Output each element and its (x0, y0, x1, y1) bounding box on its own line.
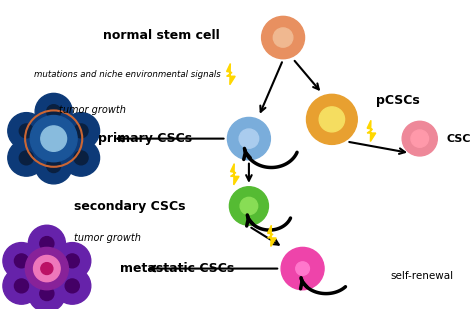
Text: metastatic CSCs: metastatic CSCs (120, 262, 234, 275)
Circle shape (411, 130, 428, 147)
Circle shape (319, 107, 345, 132)
Circle shape (273, 28, 293, 47)
Circle shape (46, 105, 61, 119)
Circle shape (240, 197, 258, 215)
Circle shape (54, 243, 91, 279)
Circle shape (307, 94, 357, 144)
Circle shape (19, 124, 33, 138)
Text: tumor growth: tumor growth (59, 105, 126, 115)
Circle shape (8, 112, 45, 149)
Circle shape (14, 254, 28, 268)
Circle shape (41, 263, 53, 274)
Circle shape (65, 279, 79, 293)
Circle shape (30, 116, 77, 162)
Circle shape (281, 248, 324, 290)
Circle shape (26, 248, 68, 290)
Circle shape (65, 254, 79, 268)
Circle shape (35, 147, 72, 184)
Circle shape (63, 112, 100, 149)
Circle shape (54, 268, 91, 304)
Circle shape (28, 275, 65, 309)
Circle shape (40, 287, 54, 301)
Circle shape (41, 126, 66, 151)
Text: CSC: CSC (446, 133, 471, 144)
Circle shape (229, 187, 268, 225)
Circle shape (74, 124, 88, 138)
Text: normal stem cell: normal stem cell (103, 29, 219, 42)
Circle shape (40, 237, 54, 251)
Circle shape (3, 268, 40, 304)
Polygon shape (367, 120, 376, 142)
Text: mutations and niche environmental signals: mutations and niche environmental signal… (34, 70, 220, 78)
Circle shape (34, 256, 60, 282)
Circle shape (239, 129, 259, 148)
Circle shape (228, 117, 270, 160)
Circle shape (19, 151, 33, 165)
Circle shape (3, 243, 40, 279)
Text: pCSCs: pCSCs (376, 94, 419, 107)
Text: secondary CSCs: secondary CSCs (74, 200, 185, 213)
Circle shape (74, 151, 88, 165)
Circle shape (63, 140, 100, 176)
Text: primary CSCs: primary CSCs (98, 132, 192, 145)
Polygon shape (268, 225, 276, 247)
Circle shape (14, 279, 28, 293)
Polygon shape (227, 64, 235, 85)
Circle shape (402, 121, 438, 156)
Circle shape (262, 16, 305, 59)
Circle shape (35, 93, 72, 130)
Text: self-renewal: self-renewal (391, 271, 454, 281)
Circle shape (8, 140, 45, 176)
Circle shape (296, 262, 310, 275)
Text: tumor growth: tumor growth (74, 233, 141, 243)
Circle shape (28, 225, 65, 262)
Circle shape (46, 159, 61, 172)
Polygon shape (230, 164, 239, 185)
